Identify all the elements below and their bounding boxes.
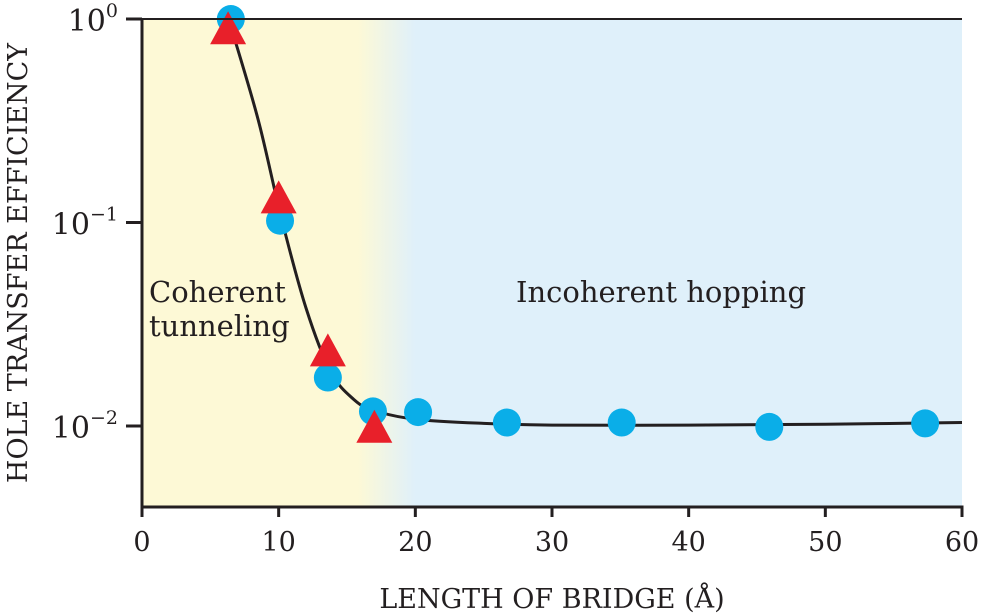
y-tick-label: 100 [68,0,118,39]
x-tick-label: 30 [535,527,569,558]
x-tick-label: 20 [398,527,432,558]
y-axis-label: HOLE TRANSFER EFFICIENCY [3,42,34,483]
x-axis-label: LENGTH OF BRIDGE (Å) [379,582,724,615]
y-tick-label: 10−2 [52,407,118,446]
data-point-triangle [309,333,346,367]
data-point-triangle [260,180,297,214]
plot-background [142,19,962,507]
data-point-circle [755,412,784,441]
x-tick-label: 40 [671,527,705,558]
x-tick-label: 10 [261,527,295,558]
data-point-circle [358,397,387,426]
region-label-tunneling: tunneling [149,309,290,343]
x-tick-label: 60 [945,527,979,558]
data-point-triangle [356,409,393,443]
data-point-circle [404,398,433,427]
y-tick-label: 10−1 [52,204,118,243]
data-point-circle [266,206,295,235]
data-point-circle [911,409,940,438]
region-label-coherent: Coherent [149,275,286,309]
data-point-circle [492,408,521,437]
x-tick-label: 0 [133,527,150,558]
data-point-circle [607,408,636,437]
x-tick-label: 50 [808,527,842,558]
region-label-incoherent: Incoherent hopping [516,275,806,309]
data-point-circle [313,363,342,392]
data-point-triangle [210,11,247,45]
